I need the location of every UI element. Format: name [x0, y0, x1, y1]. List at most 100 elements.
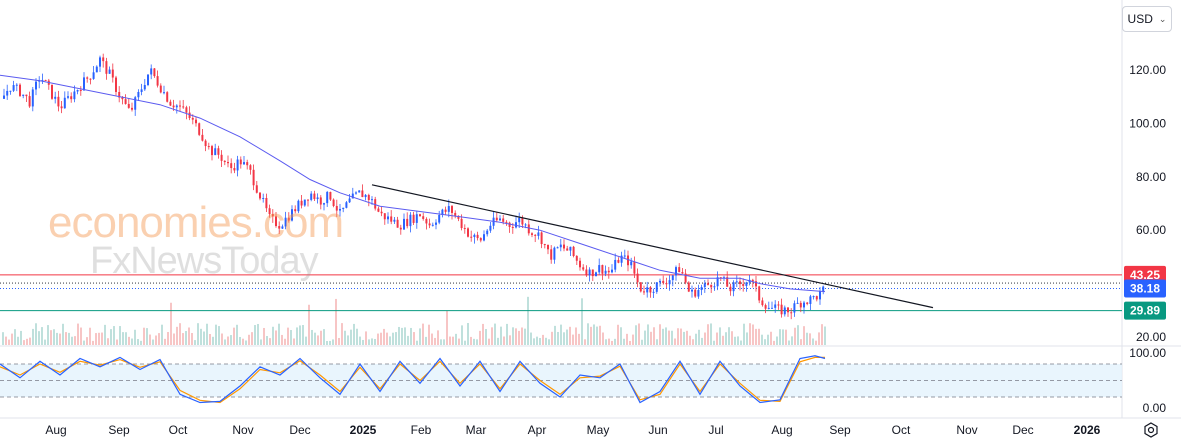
volume-bar	[221, 333, 223, 345]
candle-body	[444, 209, 447, 212]
volume-bar	[173, 333, 175, 345]
volume-bar	[677, 328, 679, 345]
candle-body	[460, 218, 463, 229]
candle-body	[281, 226, 284, 229]
moving-average-line	[0, 74, 826, 293]
candle-body	[767, 307, 770, 309]
volume-bar	[815, 340, 817, 345]
volume-bar	[719, 327, 721, 345]
volume-bar	[26, 338, 28, 345]
volume-bar	[722, 335, 724, 345]
volume-bar	[233, 327, 235, 345]
candle-body	[537, 232, 540, 236]
volume-bar	[113, 326, 115, 345]
candle-body	[131, 107, 133, 110]
price-levels	[0, 274, 1122, 312]
volume-bar	[257, 323, 259, 345]
candle-body	[809, 296, 812, 304]
volume-bar	[194, 340, 196, 345]
candle-body	[195, 119, 197, 124]
candle-body	[57, 96, 60, 107]
volume-bar	[311, 329, 313, 345]
level-badge-1	[1124, 279, 1166, 298]
volume-bar	[392, 332, 394, 345]
candle-body	[67, 96, 69, 98]
candle-body	[351, 193, 354, 199]
volume-bar	[266, 336, 268, 345]
volume-bar	[344, 330, 346, 345]
volume-bar	[467, 323, 469, 345]
volume-bar	[302, 325, 304, 345]
volume-bar	[242, 338, 244, 345]
candle-body	[665, 282, 668, 285]
candle-body	[822, 286, 825, 292]
volume-bar	[101, 332, 103, 345]
volume-bar	[323, 329, 325, 345]
candle-body	[412, 214, 415, 223]
volume-bar	[728, 327, 730, 345]
volume-bar	[590, 326, 592, 345]
price-tick-label: 20.00	[1136, 330, 1166, 344]
candle-body	[479, 238, 482, 241]
volume-bar	[689, 335, 691, 345]
volume-bar	[77, 323, 79, 345]
volume-bars	[2, 296, 826, 345]
currency-selector[interactable]: USD ⌄	[1122, 6, 1172, 32]
settings-gear-icon[interactable]	[1141, 420, 1161, 440]
volume-bar	[647, 324, 649, 345]
candle-body	[703, 283, 706, 288]
candle-body	[559, 244, 562, 248]
volume-bar	[737, 336, 739, 345]
candle-body	[399, 227, 402, 230]
volume-bar	[566, 329, 568, 345]
candle-body	[662, 280, 665, 283]
candle-body	[483, 234, 485, 241]
volume-bar	[821, 324, 823, 345]
volume-bar	[326, 340, 328, 345]
volume-bar	[530, 332, 532, 345]
candle-body	[582, 267, 585, 270]
volume-bar	[626, 333, 628, 345]
price-tick-label: 100.00	[1129, 116, 1166, 130]
volume-bar	[707, 324, 709, 345]
candle-body	[76, 90, 79, 92]
volume-bar	[128, 336, 130, 345]
volume-bar	[734, 336, 736, 345]
volume-bar	[515, 328, 517, 345]
volume-bar	[614, 338, 616, 345]
candle-body	[454, 212, 457, 216]
candle-body	[111, 69, 114, 78]
volume-bar	[488, 338, 490, 345]
volume-bar	[425, 336, 427, 345]
candle-body	[524, 224, 527, 226]
volume-bar	[146, 328, 148, 345]
candle-body	[179, 105, 181, 107]
candle-body	[508, 222, 511, 227]
candle-body	[99, 57, 101, 67]
volume-bar	[650, 331, 652, 345]
volume-bar	[38, 331, 40, 345]
volume-bar	[797, 325, 799, 345]
volume-bar	[395, 332, 397, 345]
volume-bar	[434, 337, 436, 345]
time-tick-label: Jul	[708, 423, 723, 437]
candle-body	[403, 218, 405, 230]
candle-body	[681, 272, 684, 274]
volume-bar	[104, 324, 106, 345]
volume-bar	[623, 338, 625, 345]
volume-bar	[743, 323, 745, 345]
candle-body	[438, 215, 441, 223]
candle-body	[707, 283, 709, 285]
volume-bar	[437, 330, 439, 345]
candle-body	[156, 76, 159, 86]
candle-body	[627, 255, 629, 266]
volume-bar	[599, 325, 601, 345]
candle-body	[687, 282, 690, 292]
volume-bar	[767, 334, 769, 345]
volume-bar	[632, 334, 634, 345]
volume-bar	[377, 333, 379, 345]
volume-bar	[617, 324, 619, 345]
candle-body	[671, 275, 674, 281]
candle-body	[83, 77, 85, 91]
